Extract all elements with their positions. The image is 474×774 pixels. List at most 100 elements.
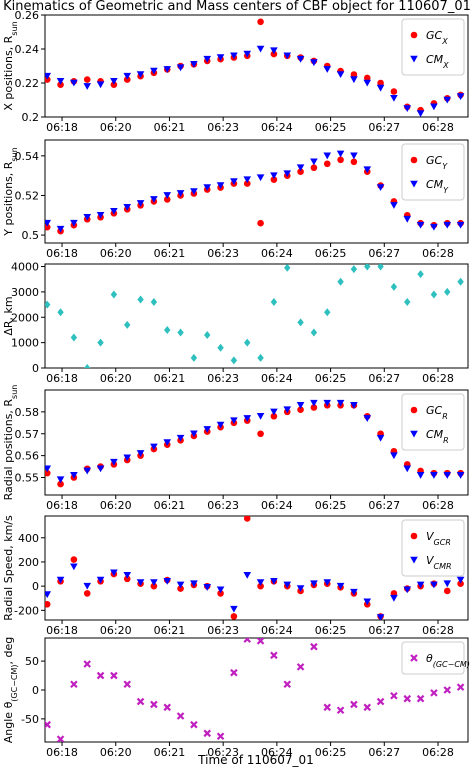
x-tick-label: 06:23 (207, 372, 239, 385)
x-tick-label: 06:23 (207, 746, 239, 759)
point (216, 586, 225, 594)
x-tick-label: 06:28 (422, 372, 454, 385)
point (456, 576, 465, 584)
point (364, 264, 371, 271)
legend-marker (410, 430, 418, 438)
x-tick-label: 06:24 (261, 624, 293, 637)
point (96, 671, 105, 680)
point (350, 700, 358, 709)
point (430, 223, 438, 231)
point (56, 735, 65, 742)
point (257, 582, 264, 590)
point (296, 663, 305, 671)
point (83, 590, 91, 597)
y-tick-label: 0 (32, 684, 39, 697)
point (243, 516, 251, 522)
point (123, 72, 132, 80)
point (70, 219, 78, 227)
point (310, 404, 318, 411)
point (176, 434, 185, 442)
points (45, 516, 465, 620)
x-tick-label: 06:18 (46, 372, 78, 385)
point (376, 184, 385, 192)
y-tick-label: 0.24 (15, 43, 40, 56)
point (190, 188, 198, 195)
point (163, 578, 172, 585)
point (363, 166, 372, 174)
point (350, 71, 358, 78)
point (456, 93, 465, 101)
point (363, 415, 372, 422)
point (417, 270, 424, 279)
x-tick-label: 06:21 (154, 624, 186, 637)
point (296, 164, 305, 172)
x-tick-label: 06:18 (46, 624, 78, 637)
y-tick-label: 0.58 (15, 406, 40, 419)
x-tick-label: 06:25 (315, 624, 347, 637)
y-tick-label: 200 (18, 556, 39, 569)
point (336, 150, 345, 158)
point (190, 580, 198, 588)
point (297, 318, 304, 327)
point (390, 202, 398, 209)
y-tick-label: 0.57 (15, 428, 40, 441)
point (430, 103, 438, 111)
point (96, 465, 105, 473)
legend-marker (410, 31, 418, 39)
point (363, 703, 372, 712)
x-tick-label: 06:25 (315, 746, 347, 759)
point (83, 83, 92, 90)
point (176, 581, 185, 589)
y-tick-label: -200 (14, 604, 39, 617)
y-tick-label: 0.22 (15, 77, 40, 90)
point (84, 364, 91, 368)
point (70, 563, 78, 571)
point (390, 594, 398, 602)
x-tick-label: 06:25 (315, 499, 347, 512)
legend-box (401, 393, 465, 451)
point (257, 18, 264, 26)
point (176, 190, 185, 197)
legend-marker (410, 406, 418, 414)
legend-label: GCX (426, 29, 448, 46)
point (45, 300, 51, 309)
point (456, 221, 465, 229)
legend-label: VGCR (426, 530, 451, 547)
x-tick-label: 06:20 (100, 121, 132, 134)
point (230, 178, 238, 186)
point (443, 472, 452, 479)
point (390, 282, 398, 291)
point (190, 61, 198, 68)
point (323, 160, 331, 168)
x-tick-label: 06:23 (207, 121, 239, 134)
point (416, 694, 425, 703)
point (110, 569, 118, 577)
x-tick-label: 06:28 (422, 499, 454, 512)
point (57, 308, 64, 317)
y-tick-label: 0 (32, 580, 39, 593)
point (123, 571, 132, 579)
point (283, 52, 292, 60)
point (390, 452, 398, 460)
point (190, 430, 198, 438)
x-tick-label: 06:28 (422, 247, 454, 260)
point (96, 211, 105, 219)
legend-marker (410, 654, 418, 662)
point (45, 465, 52, 473)
x-tick-label: 06:21 (154, 499, 186, 512)
point (243, 180, 251, 187)
point (296, 55, 305, 63)
point (310, 580, 318, 588)
y-tick-label: 0.54 (15, 150, 40, 163)
y-tick-label: 0.52 (15, 189, 40, 202)
plot-frame (44, 139, 469, 244)
x-tick-label: 06:28 (422, 746, 454, 759)
point (416, 110, 425, 117)
point (310, 642, 318, 651)
point (216, 421, 225, 429)
point (176, 712, 185, 720)
y-axis-label: X positions, Rsun (2, 21, 19, 110)
y-tick-label: 3000 (11, 286, 39, 299)
point (390, 95, 398, 102)
point (336, 582, 345, 590)
